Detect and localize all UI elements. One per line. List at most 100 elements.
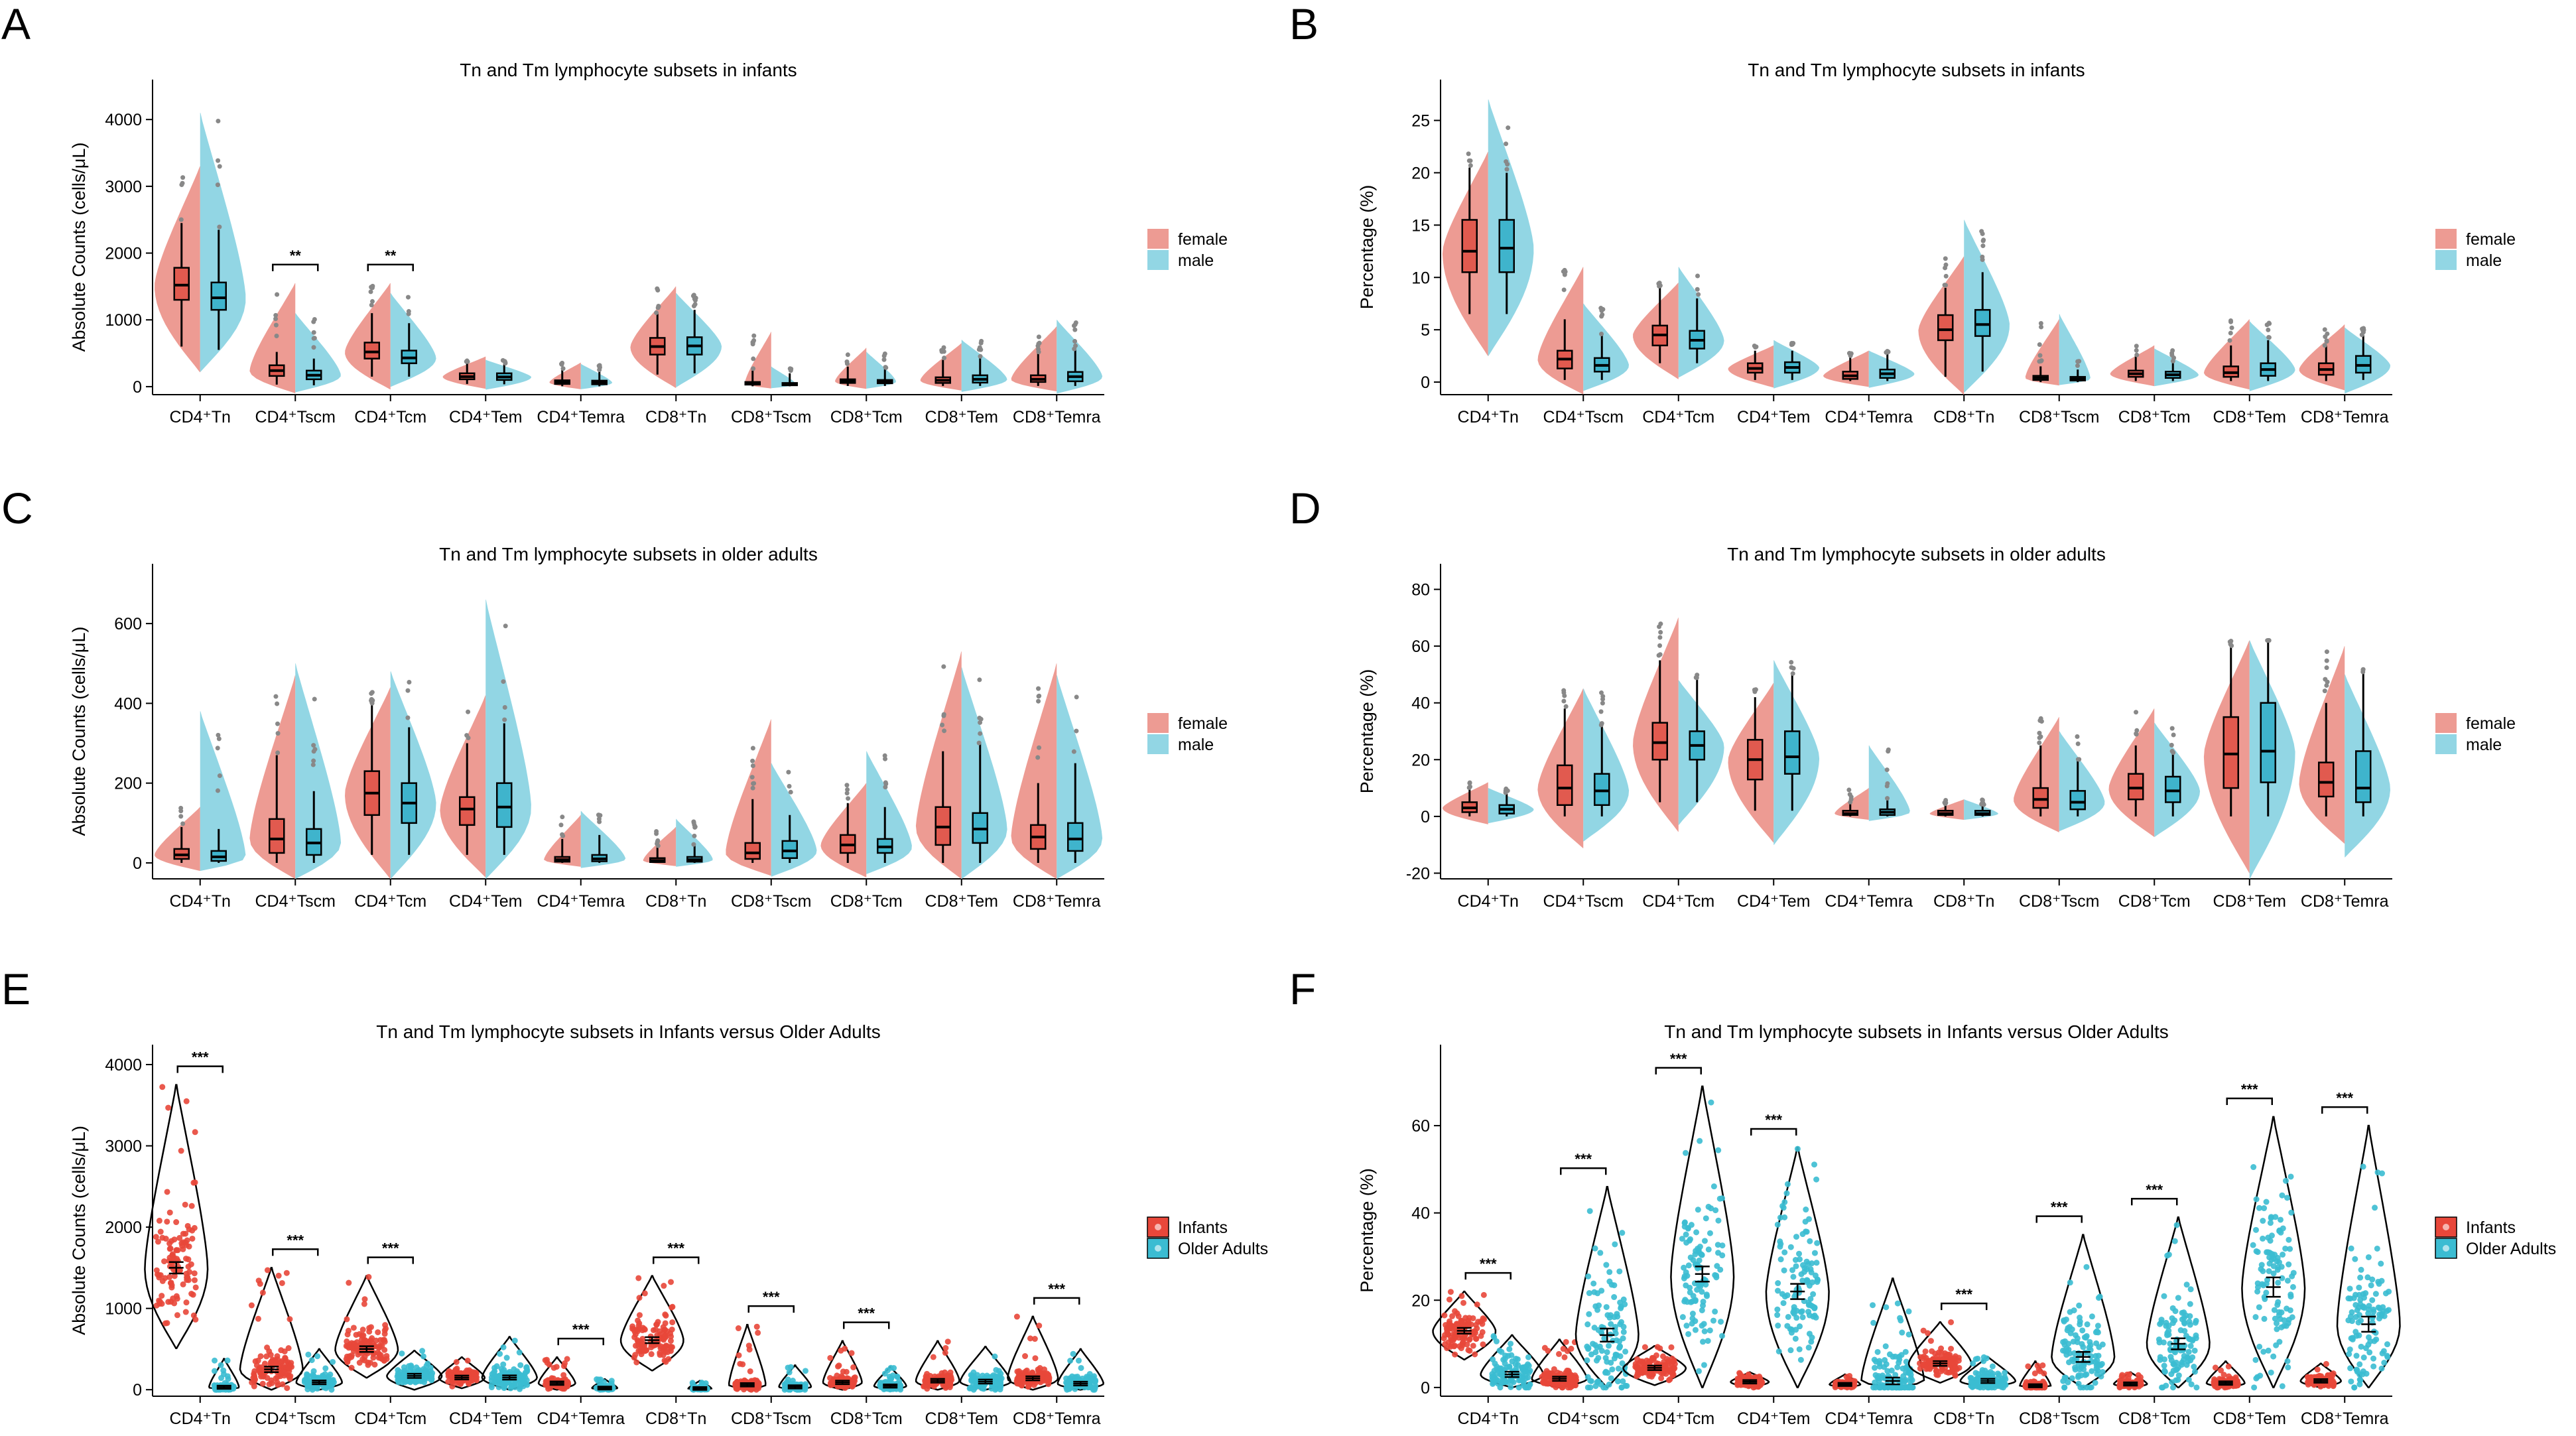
- Older Adults-point: [1793, 1263, 1799, 1270]
- outlier-point: [275, 731, 281, 736]
- Older Adults-point: [2077, 1318, 2083, 1325]
- y-tick-label: 20: [1411, 164, 1430, 182]
- Older Adults-point: [1506, 1346, 1513, 1352]
- Infants-point: [169, 1253, 176, 1260]
- Infants-point: [248, 1302, 255, 1309]
- Older Adults-point: [1899, 1329, 1905, 1336]
- outlier-point: [275, 292, 280, 297]
- Older Adults-point: [1603, 1304, 1610, 1311]
- legend-label: male: [1178, 251, 1214, 270]
- chart-title: Tn and Tm lymphocyte subsets in Infants …: [376, 1021, 881, 1042]
- Infants-violin: [1531, 1338, 1588, 1389]
- outlier-point: [1657, 643, 1663, 648]
- Infants-point: [669, 1326, 675, 1333]
- outlier-point: [978, 731, 983, 736]
- Older Adults-point: [1586, 1311, 1592, 1317]
- Infants-point: [1667, 1368, 1673, 1374]
- x-tick-label: CD4⁺Temra: [1825, 892, 1913, 911]
- Older Adults-point: [1803, 1207, 1809, 1213]
- Infants-point: [361, 1296, 368, 1303]
- outlier-point: [370, 698, 375, 703]
- outlier-point: [2228, 318, 2234, 323]
- chart-title: Tn and Tm lymphocyte subsets in older ad…: [439, 544, 818, 564]
- y-tick-label: 60: [1411, 637, 1430, 656]
- Older Adults-point: [1799, 1277, 1806, 1284]
- outlier-point: [464, 358, 470, 363]
- male-violin: [1678, 267, 1724, 378]
- Infants-point: [1441, 1312, 1448, 1319]
- Older Adults-point: [2002, 1370, 2008, 1376]
- Older Adults-point: [1872, 1379, 1878, 1386]
- Infants-point: [1014, 1368, 1021, 1375]
- Older Adults-point: [1685, 1262, 1692, 1269]
- Older Adults-point: [1809, 1260, 1815, 1267]
- Infants-point: [944, 1338, 951, 1345]
- Infants-point: [2126, 1371, 2133, 1378]
- outlier-point: [1071, 749, 1076, 754]
- x-tick-label: CD4⁺Tn: [1458, 408, 1519, 426]
- Infants-point: [284, 1385, 290, 1392]
- outlier-point: [2077, 757, 2082, 762]
- male-violin: [390, 671, 436, 879]
- Older Adults-point: [1809, 1335, 1815, 1341]
- x-tick-label: CD8⁺Tn: [1933, 408, 1994, 426]
- outlier-point: [1658, 629, 1663, 635]
- outlier-point: [1657, 652, 1663, 657]
- outlier-point: [1943, 798, 1949, 803]
- legend-dot: [1155, 1224, 1161, 1230]
- Older Adults-point: [801, 1385, 808, 1392]
- Infants-point: [1948, 1319, 1955, 1325]
- Infants-point: [1026, 1380, 1033, 1387]
- outlier-point: [1037, 340, 1042, 346]
- Older Adults-point: [1687, 1254, 1694, 1261]
- Infants-point: [1480, 1291, 1487, 1298]
- outlier-point: [217, 224, 222, 229]
- Infants-point: [176, 1234, 183, 1241]
- Infants-point: [375, 1329, 381, 1336]
- Older Adults-point: [1774, 1287, 1781, 1294]
- Infants-point: [266, 1381, 273, 1388]
- Infants-point: [662, 1311, 669, 1318]
- Infants-point: [367, 1324, 374, 1331]
- Older Adults-point: [308, 1357, 315, 1364]
- Infants-point: [180, 1281, 186, 1287]
- Infants-point: [167, 1245, 174, 1252]
- Infants-point: [1037, 1370, 1044, 1377]
- Older Adults-point: [428, 1377, 435, 1384]
- Older Adults-point: [2094, 1329, 2101, 1336]
- x-tick-label: CD8⁺Tcm: [2118, 892, 2191, 911]
- x-tick-label: CD4⁺scm: [1547, 1409, 1620, 1428]
- x-tick-label: CD4⁺Tcm: [1642, 1409, 1714, 1428]
- Infants-point: [667, 1338, 674, 1344]
- outlier-point: [1035, 755, 1041, 760]
- Infants-point: [348, 1340, 355, 1346]
- outlier-point: [845, 352, 850, 358]
- outlier-point: [369, 691, 374, 696]
- y-tick-label: 20: [1411, 1291, 1430, 1310]
- Older Adults-point: [1513, 1368, 1519, 1374]
- Older Adults-point: [1777, 1241, 1784, 1248]
- Infants-violin: [915, 1340, 960, 1391]
- Infants-point: [1658, 1375, 1665, 1382]
- Infants-violin: [822, 1340, 863, 1391]
- panel-letter: A: [1, 0, 31, 48]
- Older Adults-point: [1799, 1314, 1806, 1321]
- Infants-point: [1041, 1366, 1047, 1373]
- outlier-point: [216, 732, 221, 738]
- outlier-point: [751, 356, 756, 361]
- outlier-point: [560, 815, 565, 820]
- Infants-point: [1447, 1322, 1454, 1329]
- male-violin: [1057, 320, 1103, 394]
- outlier-point: [1789, 660, 1794, 665]
- y-tick-label: 4000: [105, 111, 142, 129]
- Older Adults-point: [1618, 1305, 1624, 1311]
- outlier-point: [2075, 363, 2080, 368]
- significance-bracket: [1033, 1297, 1080, 1305]
- Infants-point: [1478, 1318, 1484, 1325]
- Older Adults-point: [1695, 1207, 1701, 1213]
- outlier-point: [1657, 283, 1663, 289]
- male-violin: [1583, 303, 1629, 391]
- Infants-point: [641, 1346, 647, 1353]
- Older Adults-violin: [1057, 1348, 1104, 1391]
- outlier-point: [845, 787, 850, 792]
